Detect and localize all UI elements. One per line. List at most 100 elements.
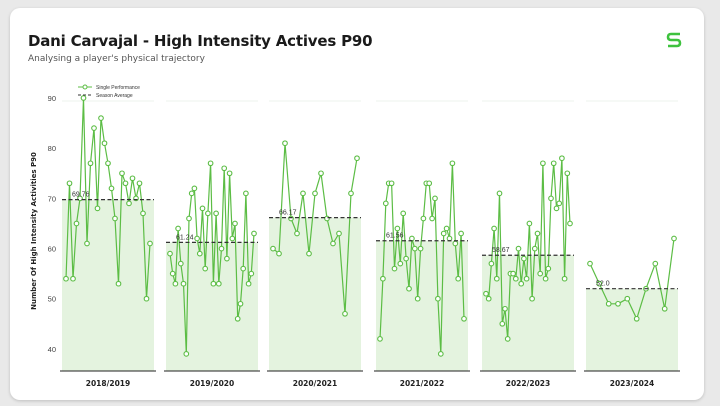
performance-point — [191, 185, 198, 192]
performance-point — [559, 155, 565, 162]
performance-point — [232, 220, 238, 227]
performance-point — [288, 215, 294, 222]
legend-performance-marker — [82, 84, 88, 90]
season-label: 2023/2024 — [610, 379, 655, 388]
performance-point — [183, 351, 190, 357]
performance-point — [521, 255, 527, 262]
performance-point — [596, 280, 603, 287]
performance-point — [240, 265, 247, 272]
season-average-area — [269, 217, 361, 371]
performance-point — [108, 185, 115, 192]
performance-point — [545, 265, 552, 272]
performance-point — [458, 230, 464, 237]
performance-point — [87, 160, 94, 167]
performance-point — [245, 280, 252, 287]
chart-subtitle: Analysing a player's physical trajectory — [28, 54, 205, 64]
performance-point — [542, 275, 549, 282]
performance-point — [406, 285, 412, 292]
performance-point — [437, 351, 444, 357]
performance-point — [94, 205, 101, 212]
performance-point — [115, 280, 122, 287]
performance-point — [403, 255, 409, 262]
performance-point — [488, 260, 495, 267]
performance-point — [432, 195, 438, 202]
performance-point — [493, 275, 500, 282]
performance-point — [388, 180, 395, 187]
performance-point — [491, 225, 497, 232]
season-average-label: 58.67 — [492, 247, 510, 254]
performance-point — [207, 160, 214, 167]
performance-point — [122, 180, 129, 187]
performance-point — [205, 210, 211, 217]
season-label: 2020/2021 — [293, 379, 338, 388]
performance-point — [237, 300, 244, 307]
season-average-area — [62, 199, 154, 371]
performance-point — [515, 245, 522, 252]
performance-point — [504, 336, 511, 342]
performance-point — [534, 230, 541, 237]
performance-point — [499, 320, 506, 327]
performance-point — [234, 315, 241, 322]
performance-line — [485, 157, 571, 340]
performance-point — [98, 115, 104, 121]
performance-point — [452, 240, 459, 247]
performance-point — [671, 235, 677, 242]
season-average-label: 52.0 — [596, 281, 610, 288]
performance-point — [567, 220, 573, 227]
performance-point — [455, 275, 462, 282]
performance-point — [397, 260, 404, 267]
performance-point — [483, 290, 489, 297]
performance-point — [435, 295, 441, 302]
performance-point — [300, 190, 306, 197]
season-label: 2018/2019 — [86, 379, 131, 388]
y-tick-label: 40 — [48, 345, 56, 354]
y-axis-label: Number Of High Intensity Activities P90 — [30, 152, 38, 310]
season-average-area — [376, 240, 468, 371]
performance-point — [518, 280, 525, 287]
performance-point — [564, 170, 571, 177]
performance-point — [312, 190, 318, 197]
performance-point — [80, 95, 87, 101]
performance-point — [226, 170, 233, 177]
legend-performance-label: Single Performance — [96, 85, 140, 91]
performance-point — [446, 235, 453, 242]
performance-point — [294, 230, 300, 237]
performance-point — [101, 140, 108, 147]
season-average-label: 69.76 — [72, 192, 90, 199]
y-tick-label: 60 — [48, 245, 56, 254]
performance-point — [177, 260, 184, 267]
performance-point — [175, 225, 181, 232]
performance-point — [526, 220, 533, 227]
performance-line — [589, 238, 675, 320]
y-tick-label: 50 — [48, 295, 56, 304]
performance-point — [221, 165, 228, 172]
performance-point — [411, 245, 418, 252]
chart-plot: Number Of High Intensity Activities P90 4… — [30, 84, 680, 388]
performance-point — [587, 260, 593, 267]
season-average-label: 61.56 — [386, 233, 404, 240]
performance-point — [330, 240, 336, 247]
performance-point — [91, 125, 97, 131]
performance-point — [449, 160, 456, 167]
performance-point — [510, 270, 516, 277]
performance-point — [440, 230, 447, 237]
performance-point — [615, 300, 621, 307]
performance-point — [529, 295, 535, 302]
performance-point — [251, 230, 257, 237]
performance-point — [380, 275, 386, 282]
performance-point — [324, 215, 330, 222]
performance-point — [147, 240, 153, 247]
performance-point — [119, 170, 125, 177]
performance-point — [394, 225, 401, 232]
performance-point — [633, 315, 640, 322]
performance-point — [348, 190, 354, 197]
performance-point — [210, 280, 217, 287]
season-label: 2022/2023 — [506, 379, 551, 388]
performance-point — [129, 175, 136, 182]
performance-point — [354, 155, 360, 162]
performance-point — [199, 205, 206, 212]
performance-point — [194, 235, 200, 242]
season-average-area — [482, 255, 574, 371]
performance-point — [336, 230, 342, 237]
performance-point — [282, 140, 288, 147]
